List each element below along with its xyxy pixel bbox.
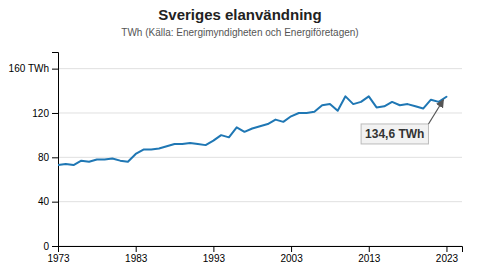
tick: 0: [43, 241, 58, 252]
grid-line: [58, 112, 462, 113]
tick-label: 1983: [125, 253, 148, 264]
subtitle: TWh (Källa: Energimyndigheten och Energi…: [121, 27, 358, 38]
grid: [58, 69, 462, 246]
tick-mark: [52, 246, 58, 247]
plot: 1973 1983 1993 2003 2013 2023 0 40 80 120 160 TWh 1…: [9, 53, 463, 265]
x-axis: 1973 1983 1993 2003 2013 2023: [47, 246, 462, 264]
line: [58, 96, 446, 165]
tick: 2003: [280, 246, 303, 264]
tick: 1983: [125, 246, 148, 264]
tick: 1993: [203, 246, 226, 264]
tick-label: 2003: [280, 253, 303, 264]
tick: 120: [32, 108, 58, 119]
tick-mark: [446, 246, 447, 252]
annotation: 134,6 TWh: [361, 100, 443, 144]
tick-label: 40: [38, 196, 50, 207]
tick-mark: [369, 246, 370, 252]
title: Sveriges elanvändning: [158, 6, 321, 23]
grid-line: [58, 68, 462, 69]
tick-label: 120: [32, 108, 49, 119]
marks: [58, 96, 446, 165]
tick-mark: [136, 246, 137, 252]
tick-mark: [291, 246, 292, 252]
tick-mark: [52, 69, 58, 70]
axis-line: [59, 247, 463, 253]
tick-label: 1993: [203, 253, 226, 264]
tick-mark: [213, 246, 214, 252]
chart: Sveriges elanvändning TWh (Källa: Energim…: [0, 0, 480, 270]
tick-label: 0: [43, 241, 49, 252]
tick-label: 160 TWh: [9, 63, 49, 74]
annotation-box: [361, 124, 428, 144]
annotation-text: 134,6 TWh: [365, 127, 424, 141]
y-axis: 0 40 80 120 160 TWh: [9, 53, 59, 252]
tick: 2013: [358, 246, 381, 264]
tick-label: 1973: [47, 253, 70, 264]
tick: 1973: [47, 246, 70, 264]
grid-line: [58, 201, 462, 202]
tick-label: 2023: [436, 253, 459, 264]
tick: 2023: [436, 246, 459, 264]
tick-label: 2013: [358, 253, 381, 264]
axis-line: [52, 53, 59, 247]
tick-mark: [52, 113, 58, 114]
annotation-arrow: [428, 100, 443, 124]
tick-mark: [52, 157, 58, 158]
tick: 160 TWh: [9, 63, 58, 74]
grid-line: [58, 157, 462, 158]
tick-mark: [52, 202, 58, 203]
tick-label: 80: [38, 152, 50, 163]
tick: 40: [38, 196, 58, 207]
tick: 80: [38, 152, 58, 163]
